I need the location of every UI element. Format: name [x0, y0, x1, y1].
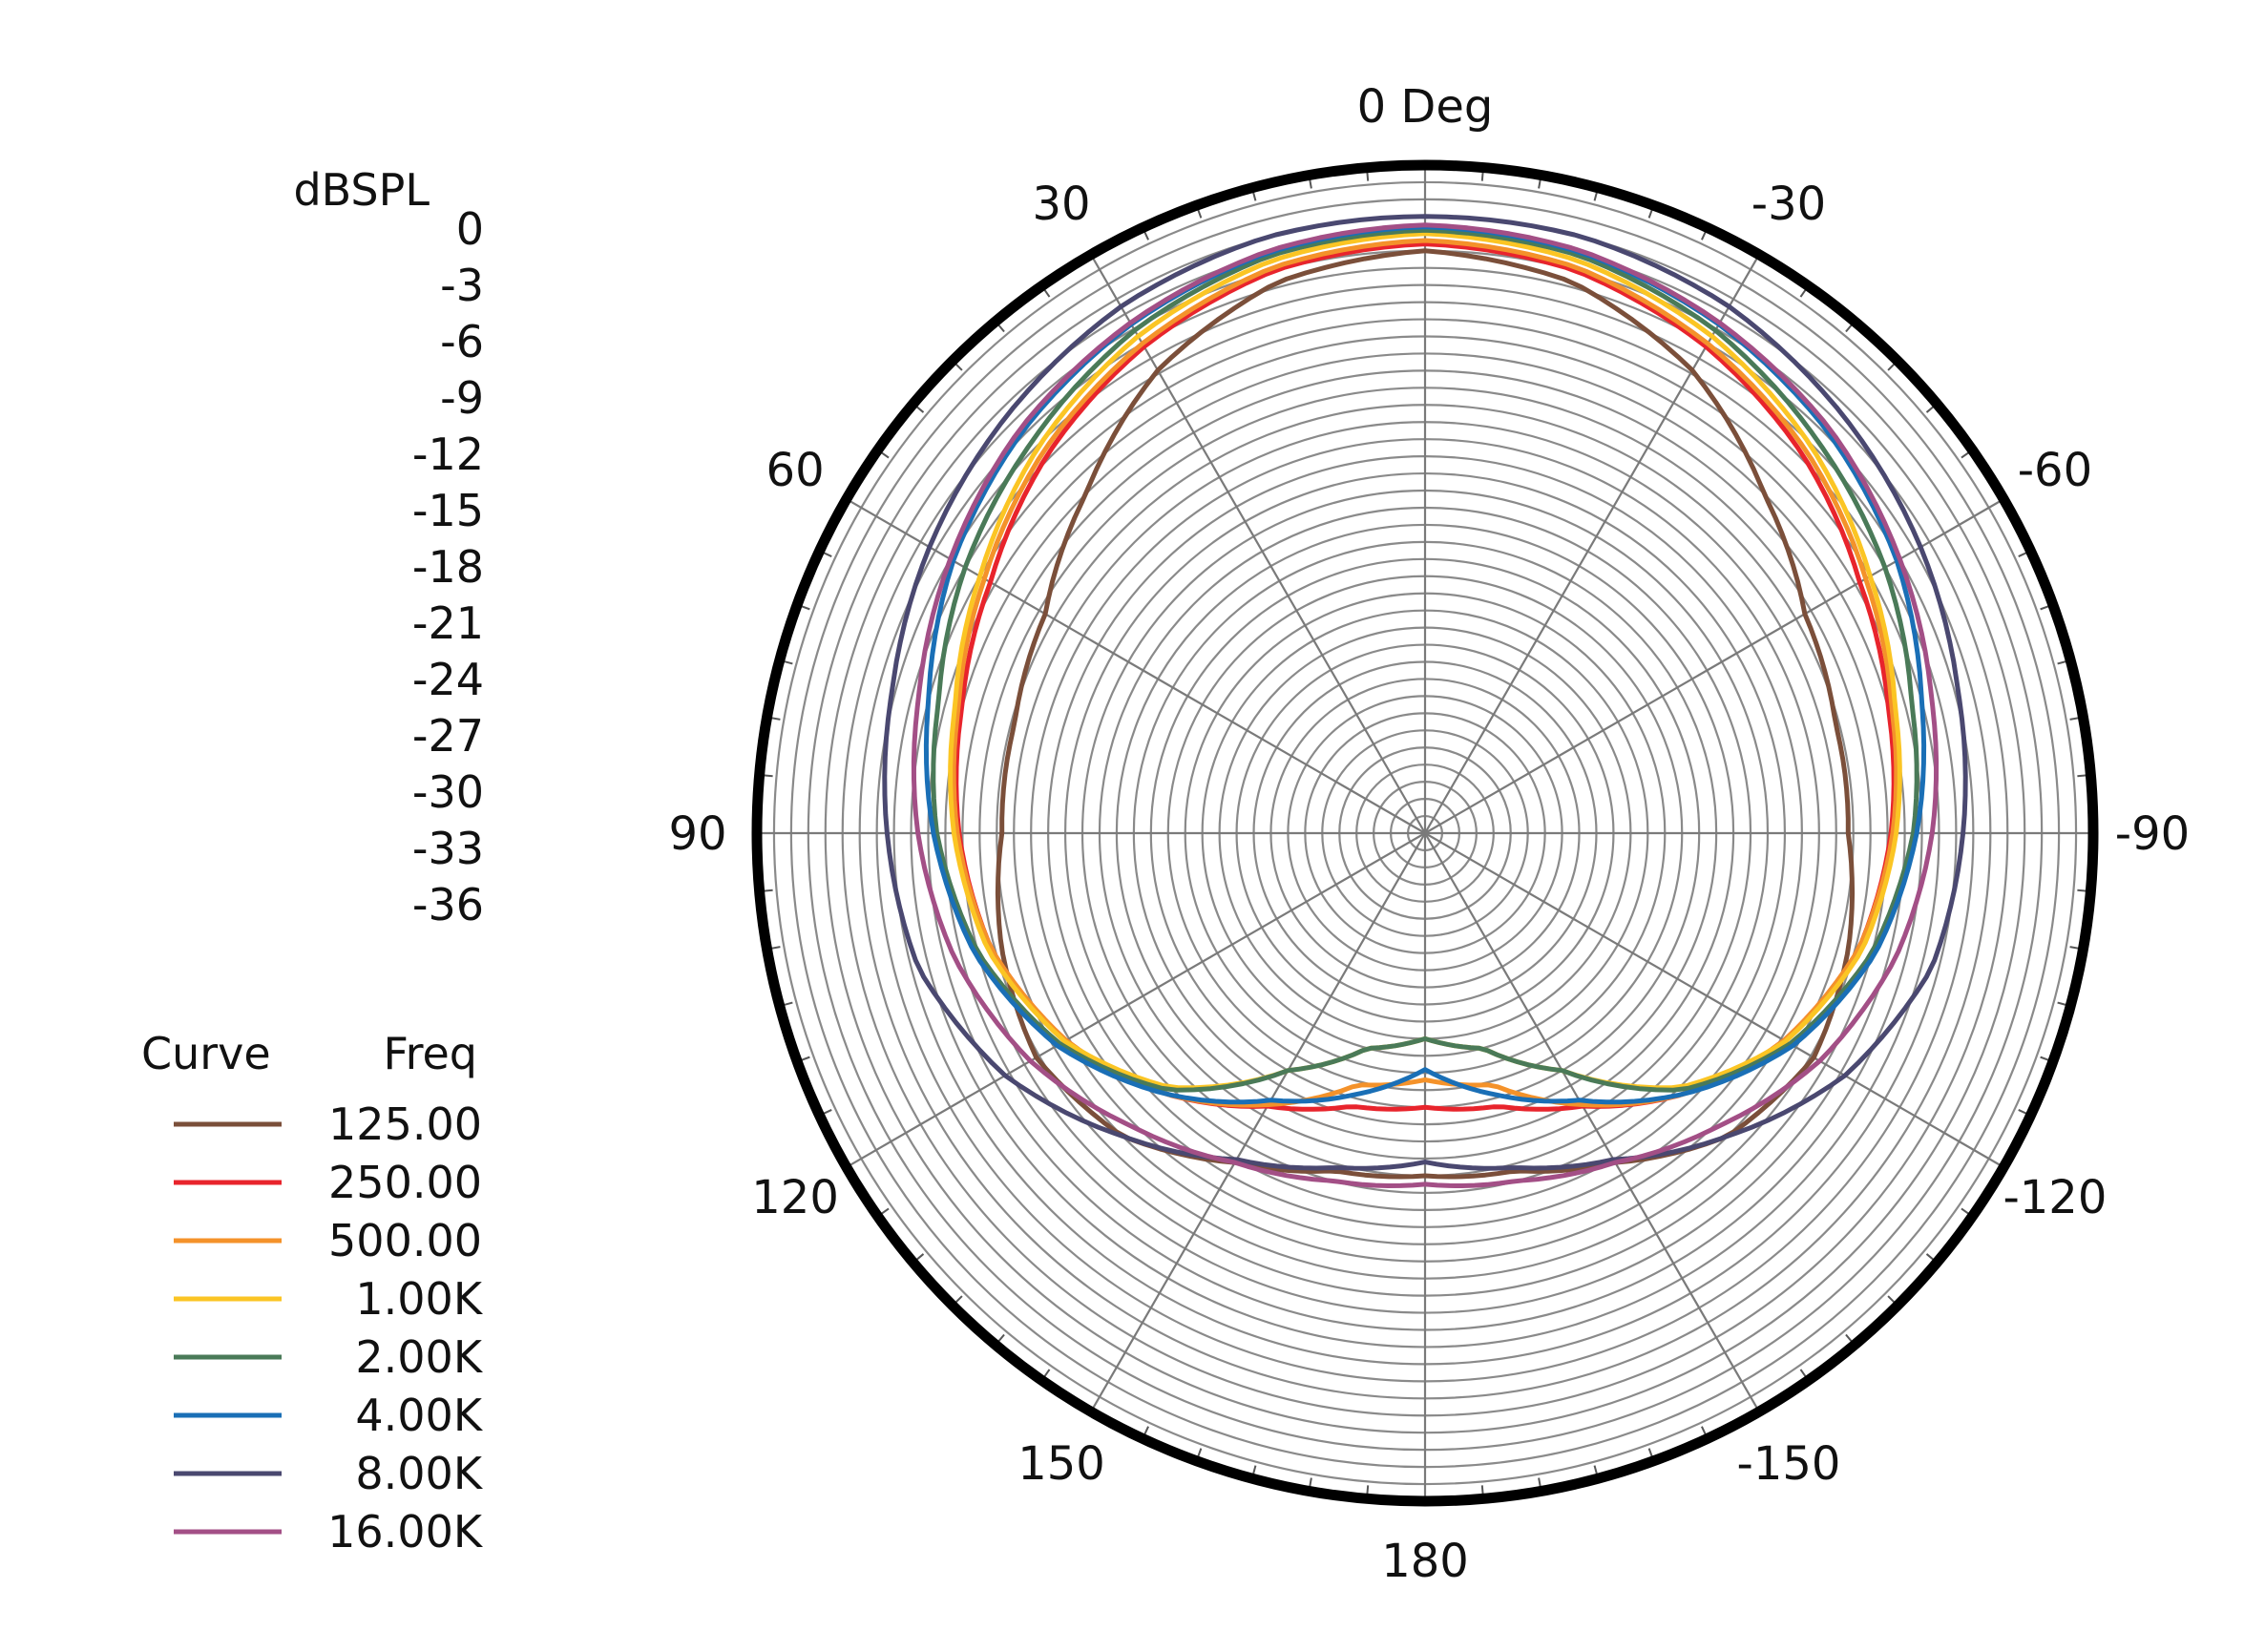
- radial-tick-label: -27: [412, 710, 484, 762]
- legend-label: 1.00K: [355, 1273, 483, 1325]
- grid-spoke: [846, 498, 1426, 834]
- legend-label: 8.00K: [355, 1448, 483, 1499]
- legend-label: 2.00K: [355, 1331, 483, 1383]
- legend-label: 16.00K: [327, 1506, 484, 1558]
- curve-8.00K: [882, 214, 1968, 1171]
- angle-label: 150: [1017, 1437, 1105, 1491]
- angle-label: -30: [1751, 178, 1826, 231]
- radial-tick-label: -9: [440, 372, 484, 424]
- radial-tick-label: -33: [412, 823, 484, 874]
- angle-label: 30: [1032, 178, 1090, 231]
- radial-tick-label: -36: [412, 879, 484, 931]
- grid-spoke: [1424, 498, 2004, 834]
- radial-tick-label: -3: [440, 260, 484, 311]
- radial-tick-label: 0: [456, 203, 484, 255]
- angle-label: -60: [2018, 444, 2092, 497]
- grid-spoke: [1424, 832, 2004, 1168]
- radial-tick-label: -12: [412, 429, 484, 480]
- grid-spoke: [846, 832, 1426, 1168]
- legend-label: 125.00: [328, 1098, 482, 1150]
- grid-spoke: [1424, 832, 1760, 1412]
- angle-label: -150: [1737, 1437, 1841, 1491]
- radial-tick-labels: 0-3-6-9-12-15-18-21-24-27-30-33-36: [412, 203, 484, 931]
- grid-spoke: [1424, 254, 1760, 834]
- outer-ring: [751, 159, 2099, 1507]
- radial-tick-label: -6: [440, 316, 484, 367]
- legend-label: 4.00K: [355, 1390, 483, 1441]
- curve-1.00K: [948, 231, 1902, 1091]
- angle-label: 180: [1381, 1535, 1469, 1588]
- angle-label: 90: [668, 807, 726, 861]
- radial-tick-label: -30: [412, 766, 484, 818]
- grid-spoke: [1090, 832, 1426, 1412]
- curves: [882, 214, 1968, 1188]
- grid-spoke: [1090, 254, 1426, 834]
- angle-labels: 0 Deg 30 -30 60 -60 90 -90 120 -120 150 -150 180: [668, 80, 2190, 1588]
- angle-label: 0 Deg: [1357, 80, 1494, 134]
- radial-tick-label: -24: [412, 654, 484, 705]
- angle-label: -90: [2115, 807, 2190, 861]
- angle-label: 60: [766, 444, 825, 497]
- legend: 125.00 250.00 500.00 1.00K 2.00K 4.00K 8.00K 16…: [174, 1098, 484, 1558]
- legend-label: 250.00: [328, 1157, 482, 1208]
- angle-label: -120: [2003, 1171, 2107, 1224]
- radial-tick-label: -18: [412, 541, 484, 593]
- curve-16.00K: [911, 222, 1940, 1188]
- legend-header-freq: Freq: [383, 1028, 477, 1079]
- curve-2.00K: [931, 227, 1919, 1093]
- radial-tick-label: -15: [412, 485, 484, 536]
- legend-label: 500.00: [328, 1215, 482, 1266]
- angle-label: 120: [751, 1171, 839, 1224]
- curve-125.00: [995, 248, 1856, 1180]
- unit-label: dBSPL: [293, 164, 430, 216]
- radial-tick-label: -21: [412, 597, 484, 649]
- legend-header-curve: Curve: [141, 1028, 271, 1079]
